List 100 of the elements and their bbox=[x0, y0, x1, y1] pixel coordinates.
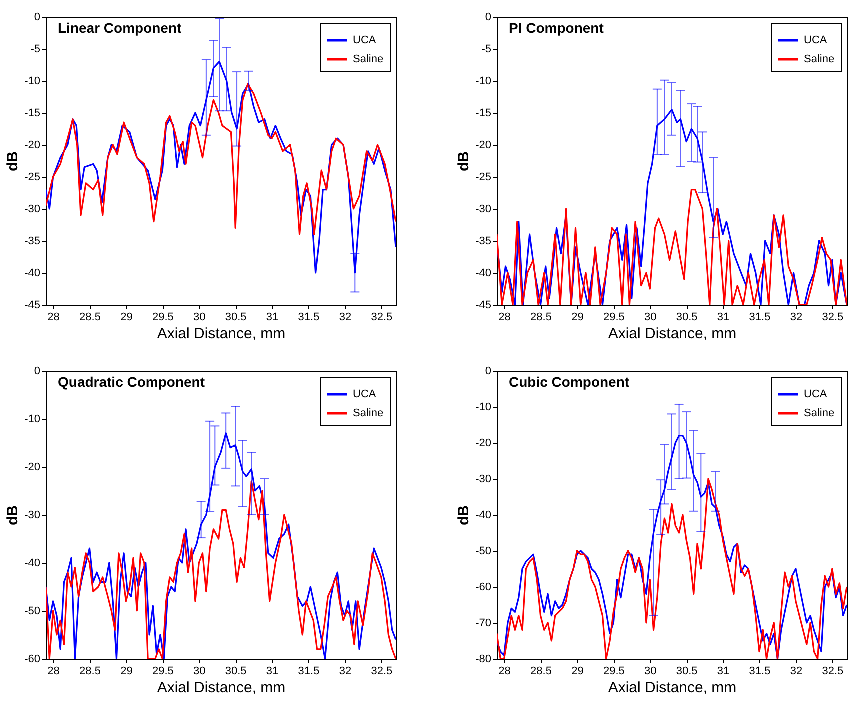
x-axis-title: Axial Distance, mm bbox=[608, 326, 737, 342]
y-tick-label: 0 bbox=[485, 12, 492, 24]
x-tick-label: 29 bbox=[572, 666, 584, 678]
x-tick-label: 30.5 bbox=[225, 666, 247, 678]
y-axis-title: dB bbox=[4, 151, 22, 172]
x-tick-label: 29.5 bbox=[603, 312, 625, 324]
x-tick-label: 28.5 bbox=[530, 312, 552, 324]
chart-title: Linear Component bbox=[58, 20, 182, 36]
y-tick-label: -30 bbox=[24, 510, 40, 522]
y-tick-label: -40 bbox=[24, 268, 40, 280]
x-tick-label: 28 bbox=[498, 666, 511, 678]
x-tick-label: 32 bbox=[339, 666, 352, 678]
x-tick-label: 32 bbox=[790, 312, 803, 324]
y-tick-label: -20 bbox=[476, 140, 492, 152]
x-tick-label: 30 bbox=[194, 312, 206, 324]
x-tick-label: 29 bbox=[120, 312, 133, 324]
x-axis-title: Axial Distance, mm bbox=[157, 680, 286, 696]
x-tick-label: 32.5 bbox=[371, 666, 393, 678]
x-tick-label: 32 bbox=[790, 666, 803, 678]
y-tick-label: -5 bbox=[30, 44, 40, 56]
y-axis-title: dB bbox=[4, 505, 22, 526]
x-tick-label: 28.5 bbox=[80, 312, 101, 324]
y-tick-label: -45 bbox=[476, 300, 492, 312]
x-tick-label: 28 bbox=[48, 312, 60, 324]
y-tick-label: -5 bbox=[482, 44, 492, 56]
y-tick-label: -60 bbox=[476, 582, 492, 594]
line-series bbox=[46, 480, 396, 659]
chart-title: Quadratic Component bbox=[58, 374, 206, 390]
x-tick-label: 30.5 bbox=[676, 666, 698, 678]
y-tick-label: -15 bbox=[476, 108, 492, 120]
x-tick-label: 29 bbox=[572, 312, 584, 324]
line-series bbox=[46, 432, 396, 659]
legend-label: Saline bbox=[804, 408, 835, 420]
y-tick-label: -15 bbox=[24, 108, 40, 120]
x-tick-label: 30 bbox=[644, 666, 657, 678]
x-tick-label: 31 bbox=[266, 666, 279, 678]
x-tick-label: 31.5 bbox=[749, 312, 771, 324]
x-tick-label: 32.5 bbox=[371, 312, 393, 324]
x-tick-label: 30.5 bbox=[676, 312, 698, 324]
line-series bbox=[497, 189, 847, 305]
y-tick-label: -35 bbox=[476, 236, 492, 248]
legend-label: Saline bbox=[804, 54, 835, 66]
y-tick-label: -30 bbox=[24, 204, 40, 216]
y-tick-label: -30 bbox=[476, 204, 492, 216]
legend-label: UCA bbox=[804, 34, 828, 46]
x-tick-label: 31.5 bbox=[298, 312, 320, 324]
y-tick-label: -10 bbox=[476, 402, 492, 414]
y-tick-label: -25 bbox=[476, 172, 492, 184]
x-axis-title: Axial Distance, mm bbox=[157, 326, 286, 342]
x-tick-label: 29.5 bbox=[152, 666, 174, 678]
legend-label: UCA bbox=[804, 388, 828, 400]
legend-label: UCA bbox=[353, 34, 377, 46]
x-tick-label: 28.5 bbox=[80, 666, 101, 678]
y-tick-label: -40 bbox=[476, 510, 492, 522]
y-tick-label: -60 bbox=[24, 654, 40, 666]
x-tick-label: 29.5 bbox=[603, 666, 625, 678]
legend-label: Saline bbox=[353, 408, 384, 420]
legend-label: UCA bbox=[353, 388, 377, 400]
y-tick-label: -30 bbox=[476, 474, 492, 486]
x-tick-label: 31 bbox=[266, 312, 279, 324]
y-tick-label: 0 bbox=[34, 12, 40, 24]
y-tick-label: -45 bbox=[24, 300, 40, 312]
y-tick-label: -20 bbox=[24, 462, 40, 474]
line-series bbox=[497, 435, 847, 659]
y-tick-label: -80 bbox=[476, 654, 492, 666]
y-tick-label: -25 bbox=[24, 172, 40, 184]
line-series bbox=[497, 478, 847, 659]
y-axis-title: dB bbox=[456, 151, 473, 172]
legend-label: Saline bbox=[353, 54, 384, 66]
y-tick-label: 0 bbox=[485, 366, 492, 378]
y-tick-label: -35 bbox=[24, 236, 40, 248]
x-tick-label: 32.5 bbox=[822, 312, 844, 324]
y-axis-title: dB bbox=[456, 505, 473, 526]
line-series bbox=[46, 61, 396, 274]
y-tick-label: -40 bbox=[24, 558, 40, 570]
y-tick-label: -50 bbox=[476, 546, 492, 558]
x-tick-label: 30 bbox=[194, 666, 206, 678]
y-tick-label: -70 bbox=[476, 618, 492, 630]
x-tick-label: 32 bbox=[339, 312, 352, 324]
y-tick-label: -10 bbox=[476, 76, 492, 88]
y-tick-label: -20 bbox=[24, 140, 40, 152]
x-tick-label: 30 bbox=[644, 312, 657, 324]
x-tick-label: 28 bbox=[498, 312, 511, 324]
x-tick-label: 28 bbox=[48, 666, 60, 678]
x-tick-label: 28.5 bbox=[530, 666, 552, 678]
y-tick-label: 0 bbox=[34, 366, 40, 378]
x-tick-label: 31 bbox=[717, 312, 730, 324]
x-tick-label: 31.5 bbox=[749, 666, 771, 678]
chart-title: PI Component bbox=[509, 20, 604, 36]
x-tick-label: 30.5 bbox=[225, 312, 247, 324]
line-series bbox=[46, 83, 396, 236]
y-tick-label: -50 bbox=[24, 606, 40, 618]
y-tick-label: -10 bbox=[24, 76, 40, 88]
x-tick-label: 29 bbox=[120, 666, 133, 678]
y-tick-label: -10 bbox=[24, 414, 40, 426]
x-axis-title: Axial Distance, mm bbox=[608, 680, 737, 696]
x-tick-label: 31.5 bbox=[298, 666, 320, 678]
y-tick-label: -40 bbox=[476, 268, 492, 280]
x-tick-label: 31 bbox=[717, 666, 730, 678]
line-series bbox=[497, 109, 847, 305]
